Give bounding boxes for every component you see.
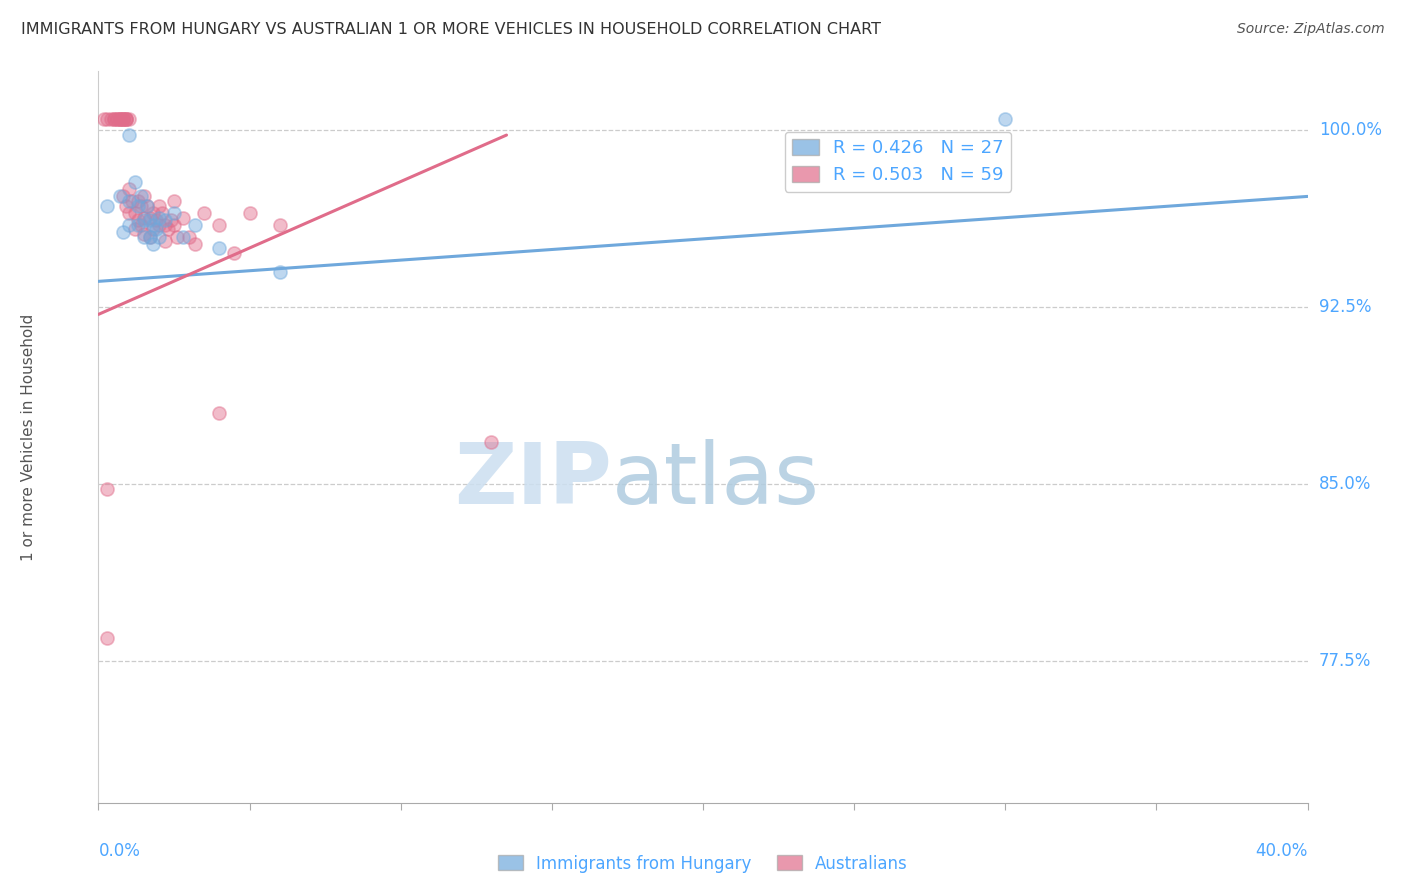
Point xyxy=(132,213,155,227)
Point xyxy=(118,218,141,232)
Point xyxy=(148,229,170,244)
Point xyxy=(139,213,162,227)
Point xyxy=(269,218,291,232)
Point xyxy=(127,218,149,232)
Point xyxy=(118,128,141,142)
Text: 0.0%: 0.0% xyxy=(98,842,141,860)
Point xyxy=(148,199,170,213)
Point xyxy=(108,112,131,126)
Point xyxy=(105,112,128,126)
Point xyxy=(172,211,194,225)
Point xyxy=(208,218,231,232)
Point xyxy=(166,229,188,244)
Point xyxy=(127,213,149,227)
Point xyxy=(145,213,167,227)
Point xyxy=(135,199,157,213)
Text: atlas: atlas xyxy=(613,440,820,523)
Point xyxy=(132,229,155,244)
Point xyxy=(153,234,176,248)
Point xyxy=(108,112,131,126)
Point xyxy=(96,482,118,496)
Point xyxy=(179,229,201,244)
Point xyxy=(124,222,146,236)
Point xyxy=(100,112,122,126)
Point xyxy=(224,246,246,260)
Point xyxy=(108,189,131,203)
Point xyxy=(118,182,141,196)
Point xyxy=(129,189,152,203)
Point xyxy=(135,199,157,213)
Point xyxy=(139,229,162,244)
Point xyxy=(142,218,165,232)
Text: 92.5%: 92.5% xyxy=(1319,298,1371,317)
Point xyxy=(153,218,176,232)
Point xyxy=(208,241,231,255)
Text: IMMIGRANTS FROM HUNGARY VS AUSTRALIAN 1 OR MORE VEHICLES IN HOUSEHOLD CORRELATIO: IMMIGRANTS FROM HUNGARY VS AUSTRALIAN 1 … xyxy=(21,22,882,37)
Point xyxy=(994,112,1017,126)
Point xyxy=(105,112,128,126)
Point xyxy=(96,199,118,213)
Legend: Immigrants from Hungary, Australians: Immigrants from Hungary, Australians xyxy=(492,848,914,880)
Point xyxy=(121,194,143,208)
Point xyxy=(111,112,134,126)
Point xyxy=(96,112,118,126)
Point xyxy=(124,206,146,220)
Text: 40.0%: 40.0% xyxy=(1256,842,1308,860)
Point xyxy=(142,206,165,220)
Point xyxy=(114,112,136,126)
Point xyxy=(127,199,149,213)
Point xyxy=(142,222,165,236)
Text: 77.5%: 77.5% xyxy=(1319,652,1371,670)
Point xyxy=(156,222,179,236)
Point xyxy=(114,112,136,126)
Point xyxy=(114,112,136,126)
Point xyxy=(129,218,152,232)
Point xyxy=(153,213,176,227)
Point xyxy=(124,175,146,189)
Point xyxy=(148,211,170,225)
Point xyxy=(184,218,207,232)
Point xyxy=(163,206,186,220)
Point xyxy=(184,236,207,251)
Point xyxy=(172,229,194,244)
Point xyxy=(111,112,134,126)
Point xyxy=(163,194,186,208)
Point xyxy=(139,211,162,225)
Text: ZIP: ZIP xyxy=(454,440,613,523)
Point xyxy=(132,189,155,203)
Point xyxy=(103,112,125,126)
Point xyxy=(481,434,503,449)
Text: 85.0%: 85.0% xyxy=(1319,475,1371,493)
Point xyxy=(193,206,215,220)
Point xyxy=(118,206,141,220)
Point xyxy=(145,222,167,236)
Legend: R = 0.426   N = 27, R = 0.503   N = 59: R = 0.426 N = 27, R = 0.503 N = 59 xyxy=(785,132,1011,192)
Point xyxy=(129,199,152,213)
Point xyxy=(118,194,141,208)
Text: 1 or more Vehicles in Household: 1 or more Vehicles in Household xyxy=(21,313,37,561)
Point xyxy=(111,189,134,203)
Point xyxy=(127,194,149,208)
Point xyxy=(208,407,231,421)
Point xyxy=(103,112,125,126)
Point xyxy=(114,199,136,213)
Point xyxy=(160,213,183,227)
Point xyxy=(239,206,262,220)
Point xyxy=(150,206,173,220)
Point xyxy=(108,112,131,126)
Point xyxy=(111,112,134,126)
Point xyxy=(148,218,170,232)
Point xyxy=(132,227,155,242)
Point xyxy=(96,631,118,645)
Point xyxy=(139,229,162,244)
Point xyxy=(132,211,155,225)
Point xyxy=(111,225,134,239)
Point xyxy=(142,236,165,251)
Point xyxy=(163,218,186,232)
Point xyxy=(93,112,115,126)
Text: Source: ZipAtlas.com: Source: ZipAtlas.com xyxy=(1237,22,1385,37)
Text: 100.0%: 100.0% xyxy=(1319,121,1382,139)
Point xyxy=(269,265,291,279)
Point xyxy=(118,112,141,126)
